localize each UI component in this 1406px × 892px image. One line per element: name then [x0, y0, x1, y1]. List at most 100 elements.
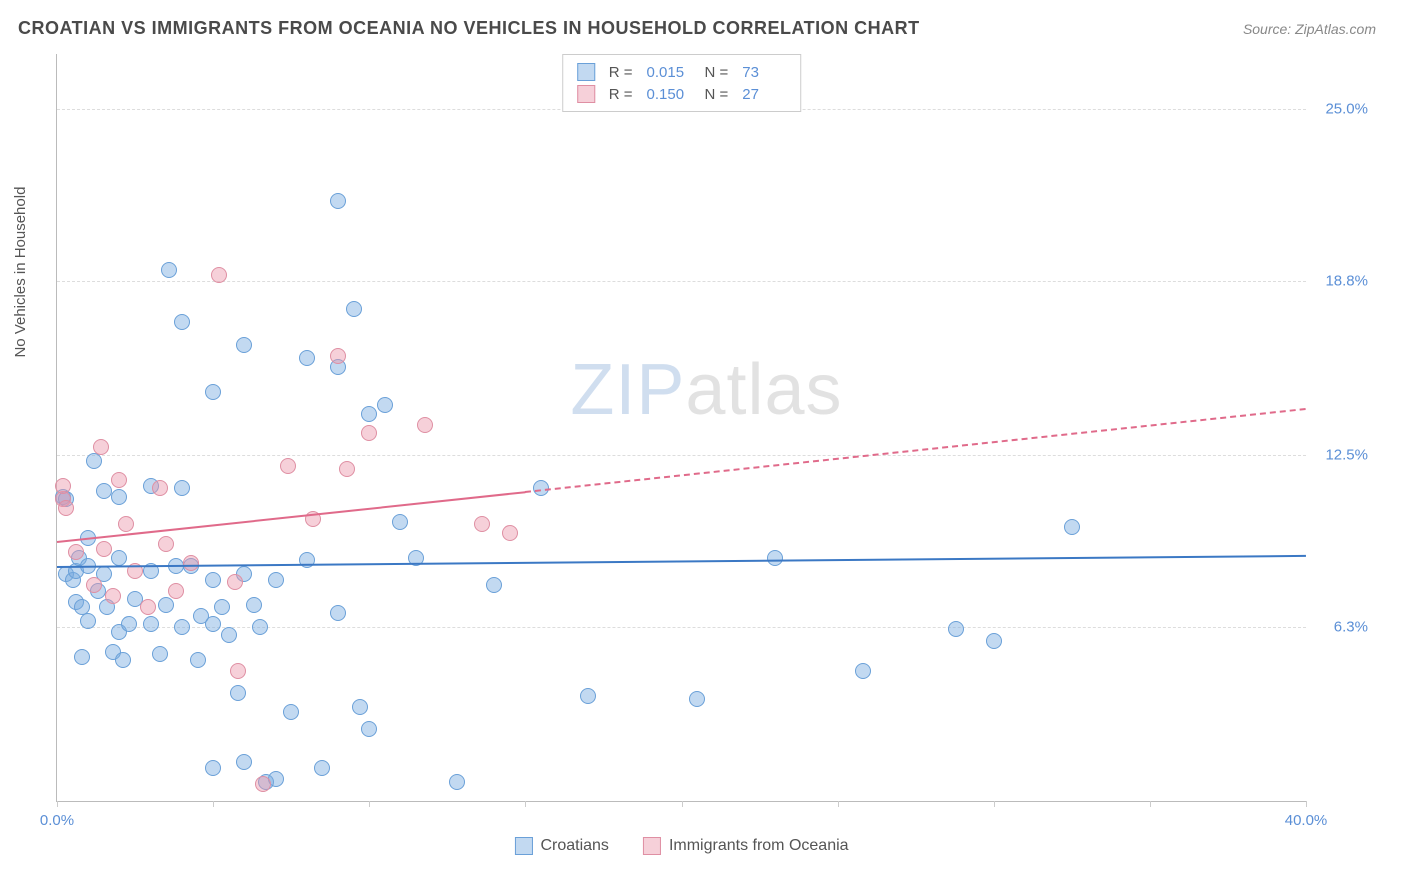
data-point: [948, 621, 964, 637]
data-point: [174, 314, 190, 330]
x-tick: [1306, 801, 1307, 807]
data-point: [361, 406, 377, 422]
data-point: [174, 480, 190, 496]
data-point: [86, 577, 102, 593]
data-point: [268, 572, 284, 588]
legend-swatch: [514, 837, 532, 855]
y-tick-label: 25.0%: [1325, 101, 1368, 118]
data-point: [74, 649, 90, 665]
data-point: [158, 597, 174, 613]
watermark-zip: ZIP: [570, 350, 685, 430]
series-legend-item: Croatians: [514, 837, 608, 855]
data-point: [221, 627, 237, 643]
data-point: [58, 500, 74, 516]
data-point: [111, 472, 127, 488]
data-point: [246, 597, 262, 613]
data-point: [205, 760, 221, 776]
data-point: [105, 588, 121, 604]
data-point: [190, 652, 206, 668]
trendline: [57, 555, 1306, 568]
data-point: [111, 489, 127, 505]
data-point: [346, 301, 362, 317]
data-point: [339, 461, 355, 477]
data-point: [314, 760, 330, 776]
data-point: [417, 417, 433, 433]
legend-swatch: [643, 837, 661, 855]
data-point: [152, 646, 168, 662]
series-legend-item: Immigrants from Oceania: [643, 837, 849, 855]
x-tick: [682, 801, 683, 807]
data-point: [280, 458, 296, 474]
x-tick: [838, 801, 839, 807]
x-tick: [525, 801, 526, 807]
gridline-h: [57, 627, 1306, 628]
data-point: [111, 550, 127, 566]
series-legend: Croatians Immigrants from Oceania: [514, 837, 848, 855]
stat-r-label: R =: [609, 64, 633, 81]
data-point: [252, 619, 268, 635]
data-point: [55, 478, 71, 494]
trendline-dashed: [525, 408, 1306, 493]
watermark: ZIPatlas: [570, 349, 842, 431]
data-point: [68, 544, 84, 560]
stats-legend: R =0.015N =73R =0.150N =27: [562, 54, 802, 112]
y-tick-label: 12.5%: [1325, 447, 1368, 464]
x-tick: [1150, 801, 1151, 807]
stat-r-value: 0.150: [647, 86, 691, 103]
data-point: [118, 516, 134, 532]
watermark-atlas: atlas: [685, 350, 842, 430]
data-point: [236, 754, 252, 770]
stats-legend-row: R =0.150N =27: [577, 83, 787, 105]
data-point: [211, 267, 227, 283]
data-point: [236, 337, 252, 353]
data-point: [361, 721, 377, 737]
data-point: [140, 599, 156, 615]
data-point: [1064, 519, 1080, 535]
stat-r-label: R =: [609, 86, 633, 103]
y-tick-label: 6.3%: [1334, 618, 1368, 635]
data-point: [230, 663, 246, 679]
data-point: [361, 425, 377, 441]
gridline-h: [57, 281, 1306, 282]
data-point: [255, 776, 271, 792]
data-point: [689, 691, 705, 707]
chart-source: Source: ZipAtlas.com: [1243, 21, 1376, 37]
x-tick: [57, 801, 58, 807]
stats-legend-row: R =0.015N =73: [577, 61, 787, 83]
stat-n-label: N =: [705, 86, 729, 103]
data-point: [502, 525, 518, 541]
data-point: [158, 536, 174, 552]
data-point: [330, 193, 346, 209]
data-point: [143, 616, 159, 632]
stat-n-label: N =: [705, 64, 729, 81]
data-point: [299, 552, 315, 568]
series-legend-label: Immigrants from Oceania: [669, 837, 849, 855]
data-point: [855, 663, 871, 679]
x-tick: [994, 801, 995, 807]
data-point: [230, 685, 246, 701]
plot-region: ZIPatlas R =0.015N =73R =0.150N =27 Croa…: [56, 54, 1306, 802]
data-point: [986, 633, 1002, 649]
chart-area: No Vehicles in Household ZIPatlas R =0.0…: [18, 54, 1376, 832]
data-point: [205, 572, 221, 588]
x-tick-label: 0.0%: [40, 812, 74, 829]
data-point: [227, 574, 243, 590]
chart-title: CROATIAN VS IMMIGRANTS FROM OCEANIA NO V…: [18, 18, 920, 39]
stat-n-value: 73: [742, 64, 786, 81]
data-point: [93, 439, 109, 455]
y-axis-label: No Vehicles in Household: [12, 187, 29, 358]
data-point: [377, 397, 393, 413]
data-point: [168, 583, 184, 599]
data-point: [283, 704, 299, 720]
legend-swatch: [577, 63, 595, 81]
x-tick: [369, 801, 370, 807]
data-point: [121, 616, 137, 632]
data-point: [352, 699, 368, 715]
data-point: [96, 483, 112, 499]
chart-header: CROATIAN VS IMMIGRANTS FROM OCEANIA NO V…: [0, 0, 1406, 47]
data-point: [115, 652, 131, 668]
data-point: [183, 555, 199, 571]
legend-swatch: [577, 85, 595, 103]
data-point: [152, 480, 168, 496]
data-point: [330, 605, 346, 621]
